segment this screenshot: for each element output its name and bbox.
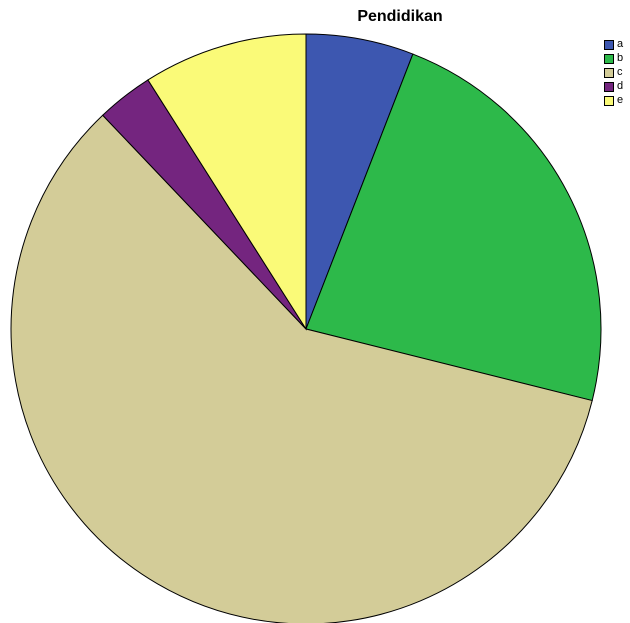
legend-item-a: a bbox=[604, 38, 628, 51]
legend-label-d: d bbox=[617, 80, 624, 92]
legend-item-b: b bbox=[604, 52, 628, 65]
legend-label-a: a bbox=[617, 38, 624, 50]
legend-swatch-e bbox=[604, 95, 614, 106]
pie-slice-b bbox=[305, 53, 602, 402]
chart-title: Pendidikan bbox=[357, 8, 443, 25]
legend-item-d: d bbox=[604, 80, 628, 93]
legend-item-c: c bbox=[604, 66, 628, 79]
legend-swatch-a bbox=[604, 39, 614, 50]
pie-slice-c bbox=[10, 114, 593, 623]
legend-item-e: e bbox=[604, 94, 628, 107]
legend-label-e: e bbox=[617, 94, 624, 106]
legend-label-b: b bbox=[617, 52, 624, 64]
pie-slice-e bbox=[147, 33, 307, 331]
legend-swatch-d bbox=[604, 81, 614, 92]
legend-swatch-b bbox=[604, 53, 614, 64]
legend-swatch-c bbox=[604, 67, 614, 78]
legend-label-c: c bbox=[617, 66, 623, 78]
